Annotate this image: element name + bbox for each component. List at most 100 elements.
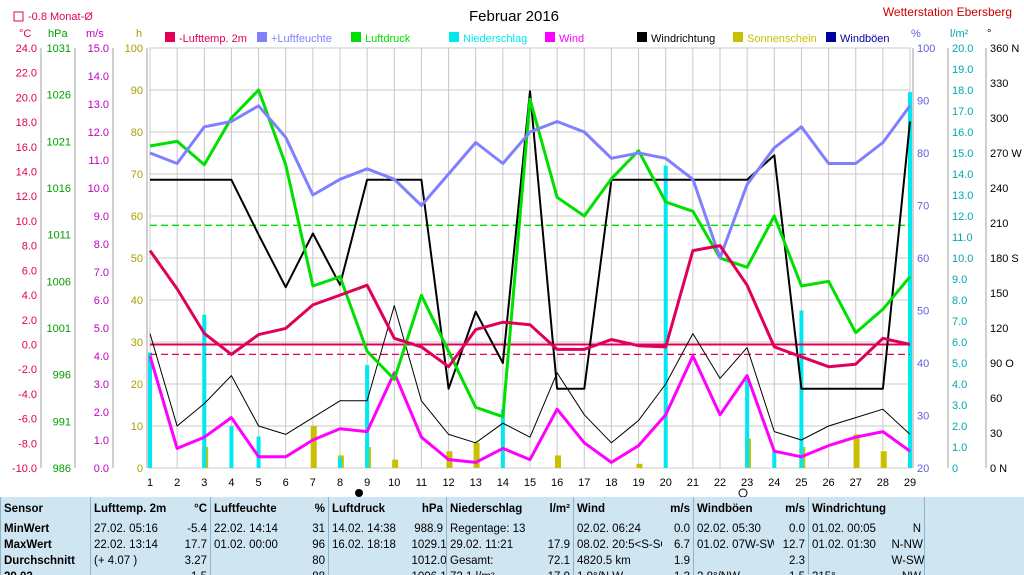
stats-cell: 315° [808,569,889,575]
axis-tick-label: 30 [917,411,929,423]
axis-tick-label: 7.0 [952,316,967,328]
axis-tick-label: 70 [917,201,929,213]
legend-label: Niederschlag [463,33,527,45]
series-line-lufttemp [148,244,911,369]
stats-cell: NW [889,569,925,575]
stats-cell: Sensor [0,497,91,521]
sunshine-bar [880,451,887,468]
legend-label: Wind [559,33,584,45]
axis-tick-label: 180 S [990,253,1019,265]
unit-celsius: °C [19,28,31,40]
x-tick-label: 1 [147,477,153,489]
weather-chart: Februar 2016 Wetterstation Ebersberg -0.… [11,5,1023,497]
x-tick-label: 5 [256,477,262,489]
stats-cell: 88 [289,569,329,575]
legend-label: Luftdruck [365,33,411,45]
axis-tick-label: 18.0 [952,85,973,97]
stats-cell: W-SW [891,555,925,567]
x-tick-label: 3 [201,477,207,489]
stats-cell: Wind [573,497,662,521]
stats-cell: 0.0 [789,523,805,535]
x-tick-label: 27 [850,477,862,489]
axis-tick-label: 4.0 [22,290,37,302]
stats-cell [889,497,925,521]
stats-cell: 72.1 l/m² [446,569,539,575]
stats-cell: 1.9 [674,555,690,567]
legend-label: Windrichtung [651,33,715,45]
axis-tick-label: 1006 [47,276,71,288]
stats-cell: 2.8°/NW [693,569,774,575]
stats-cell [90,569,171,575]
sunshine-bar [310,426,317,468]
stats-row: Durchschnitt (+ 4.07 ) 3.27 80 1012.0 Gesamt:… [0,553,1024,569]
axis-tick-label: 12.0 [952,211,973,223]
stats-cell: 01.02. 00:05 [808,521,889,537]
precipitation-bar [338,457,342,468]
axis-tick-label: 3.0 [94,379,109,391]
axis-tick-label: 60 [131,211,143,223]
legend-swatch [733,32,743,42]
x-tick-label: 9 [364,477,370,489]
stats-cell: % [314,503,325,515]
series-line-windrichtung [150,90,911,390]
axis-tick-label: 10.0 [88,183,109,195]
stats-cell: 17.7 [184,539,207,551]
stats-cell: 12.7 [782,539,805,551]
x-tick-label: 24 [768,477,780,489]
x-tick-label: 11 [416,477,427,489]
stats-cell: 29.02. [0,569,91,575]
axis-tick-label: 986 [53,463,71,475]
stats-cell: Regentage: 13 [446,521,539,537]
axis-tick-label: 40 [917,358,929,370]
stats-cell: 4820.5 km [573,553,662,569]
x-tick-label: 14 [497,477,509,489]
stats-cell [924,537,1024,553]
stats-cell [924,521,1024,537]
x-tick-label: 23 [741,477,753,489]
legend-swatch [826,32,836,42]
stats-cell: 988.9 [414,523,443,535]
axis-tick-label: 15.0 [88,43,109,55]
sunshine-bar [473,442,480,468]
stats-cell: N-NW [891,539,923,551]
axis-tick-label: 16.0 [952,127,973,139]
chart-legend: -Lufttemp. 2m +Luftfeuchte Luftdruck Nieder… [165,32,890,45]
axis-tick-label: -4.0 [18,389,37,401]
x-tick-label: 2 [174,477,180,489]
stats-cell: 1.3 [662,569,694,575]
precipitation-bar [202,314,207,468]
stats-cell [210,553,289,569]
axis-tick-label: 0 N [990,463,1007,475]
axis-tick-label: 30 [131,337,143,349]
axis-tick-label: 22.0 [16,68,37,80]
stats-cell: 3.27 [184,555,207,567]
x-tick-label: 16 [551,477,563,489]
axis-tick-label: 40 [131,295,143,307]
stats-row: MinWert 27.02. 05:16 -5.4 22.02. 14:14 31 14.… [0,521,1024,537]
stats-cell: °C [194,503,207,515]
stats-cell: m/s [670,503,690,515]
x-tick-label: 28 [877,477,889,489]
x-tick-label: 18 [605,477,617,489]
axis-tick-label: 20 [917,463,929,475]
chart-title: Februar 2016 [469,8,559,25]
x-tick-label: 19 [632,477,644,489]
axis-tick-label: 20 [131,379,143,391]
stats-row: MaxWert 22.02. 13:14 17.7 01.02. 00:00 96 16.… [0,537,1024,553]
stats-cell: Windrichtung [808,497,889,521]
x-tick-label: 26 [822,477,834,489]
moon-new-icon [355,489,363,497]
legend-label: -Lufttemp. 2m [179,33,247,45]
stats-cell: 17.9 [547,539,570,551]
sunshine-bar [853,434,860,468]
axis-tick-label: 1001 [47,323,71,335]
stats-cell: 22.02. 14:14 [210,521,289,537]
stats-cell: Lufttemp. 2m [90,497,171,521]
series-line-windboeen [149,305,911,444]
axis-tick-label: 80 [917,148,929,160]
stats-cell [210,569,289,575]
axis-tick-label: 14.0 [952,169,973,181]
stats-cell: 02.02. 06:24 [573,521,662,537]
stats-grid: Sensor Lufttemp. 2m °C Luftfeuchte% Luftdruc… [0,497,1024,575]
axis-tick-label: 90 O [990,358,1014,370]
